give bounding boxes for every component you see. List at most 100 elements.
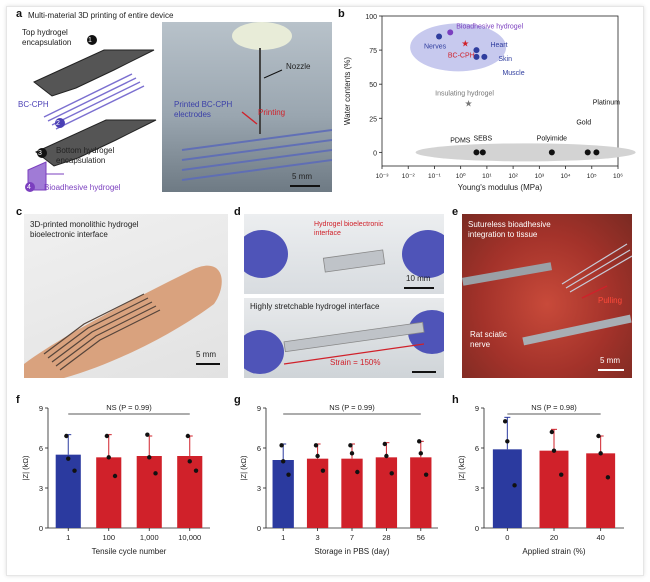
step-4-number: 4 [27,184,31,191]
applied-strain-bar-chart: 0 3 6 9 |Z| (kΩ) Applied strain (%) NS (P = 0.… [457,403,624,556]
point-label: Nerves [424,43,447,50]
x-tick-label: 0 [505,533,509,542]
hydrogel-photo-bottom: Highly stretchable hydrogel interface St… [244,298,444,378]
glove-left-bottom [244,330,284,374]
forceps-bottom [522,314,632,346]
y-tick-label: 50 [369,82,377,89]
panel-a-letter: a [16,8,23,20]
bioadhesive-interface-wires [561,243,632,293]
x-tick-label: 10³ [535,173,545,180]
forceps-left [462,262,553,286]
point-label: Muscle [502,70,524,77]
printing-photo: Nozzle Printing Printed BC-CPH electrode… [162,22,332,192]
x-tick-label: 10⁻¹ [428,173,442,180]
bar [96,457,122,528]
panel-f-letter: f [16,394,20,406]
data-dot [549,429,555,435]
bar [375,457,398,528]
nozzle-body [232,22,292,50]
y-tick-label: 3 [257,484,261,493]
point-marker-star: ★ [465,98,473,108]
glove-right-top [402,230,444,278]
panel-e-title: Sutureless bioadhesive integration to ti… [468,220,551,239]
step-1-badge [87,35,97,45]
finger-shape [24,265,222,378]
strain-label: Strain = 150% [330,358,381,367]
data-dot [315,453,320,459]
point-marker [436,33,443,40]
bar [539,450,569,528]
bar [306,458,329,528]
printed-lines [181,129,332,181]
interface-strip-top [322,249,386,273]
bar [492,449,522,528]
y-tick-label: 6 [475,444,479,453]
data-dot [64,433,69,439]
point-label: PDMS [450,137,471,144]
data-dot [349,451,355,456]
top-hydrogel-layer [33,49,155,97]
panel-g-letter: g [234,394,241,406]
y-tick-label: 9 [257,404,261,413]
bar [586,453,616,528]
significance-label: NS (P = 0.99) [329,403,375,412]
step-2-badge [55,118,65,128]
bc-cph-electrodes [43,73,145,130]
data-dot [559,472,564,477]
data-dot [423,472,429,477]
step-3-badge [37,148,47,158]
data-dot [384,453,389,459]
y-axis-label: |Z| (kΩ) [239,455,248,480]
y-tick-label: 0 [373,150,377,157]
data-dot [505,439,510,444]
x-tick-label: 1,000 [140,533,159,542]
bar [136,456,162,528]
y-tick-label: 3 [475,484,479,493]
tissue-photo: Sutureless bioadhesive integration to ti… [462,214,632,378]
x-tick-label: 1 [66,533,70,542]
data-dot [279,443,284,448]
glove-left-top [244,230,288,278]
tissue-region [410,23,507,72]
x-axis-label: Storage in PBS (day) [314,547,389,556]
finger-photo: 3D-printed monolithic hydrogel bioelectr… [24,214,228,378]
y-tick-label: 6 [39,444,43,453]
point-marker [447,29,454,36]
data-dot [147,455,152,460]
point-label: BC-CPH [448,52,475,59]
x-tick-label: 10¹ [482,173,492,180]
data-dot [355,469,360,475]
data-dot [551,448,557,453]
step-2-number: 2 [56,120,60,127]
significance-label: NS (P = 0.98) [531,403,577,412]
y-axis-label: Water contents (%) [343,57,352,126]
panel-d-letter: d [234,206,241,218]
y-tick-label: 6 [257,444,261,453]
pulling-arrow [581,285,608,299]
panel-b-letter: b [338,8,345,20]
bar [341,458,363,528]
x-axis-label: Applied strain (%) [522,547,585,556]
top-hydrogel-label: Top hydrogel encapsulation [22,28,72,47]
x-tick-label: 10⁶ [613,173,623,180]
panel-h-letter: h [452,394,459,406]
plot-frame [381,15,619,167]
nerve-label: Rat sciatic nerve [470,330,507,349]
scale-c-label: 5 mm [196,350,216,359]
pulling-label: Pulling [598,296,623,305]
y-tick-label: 75 [369,48,377,55]
x-tick-label: 10⁻² [402,173,416,180]
scale-d-label: 10 mm [406,274,431,283]
x-tick-label: 28 [382,533,390,542]
data-dot [281,459,286,464]
y-tick-label: 0 [257,524,261,533]
data-dot [596,433,601,439]
x-tick-label: 3 [316,533,320,542]
bar [272,460,294,528]
y-tick-label: 3 [39,484,43,493]
bottom-hydrogel-layer [35,119,157,167]
panel-c-letter: c [16,206,23,218]
data-dot [153,471,158,476]
x-axis-label: Tensile cycle number [92,547,167,556]
data-dot [313,443,319,448]
